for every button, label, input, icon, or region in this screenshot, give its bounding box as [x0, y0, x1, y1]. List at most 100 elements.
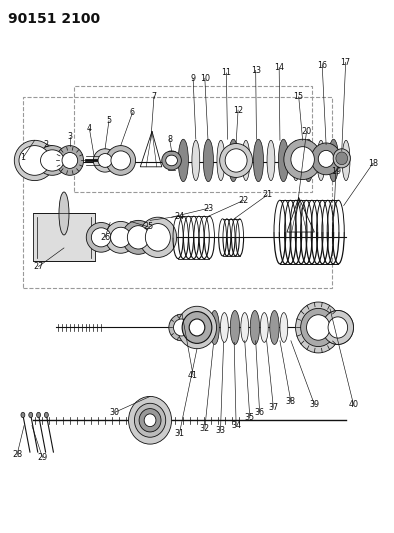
Ellipse shape	[37, 146, 68, 175]
Text: 35: 35	[245, 413, 255, 422]
Text: 26: 26	[100, 233, 110, 242]
Ellipse shape	[41, 150, 64, 171]
Text: 39: 39	[309, 400, 320, 409]
Text: 90151 2100: 90151 2100	[8, 12, 100, 26]
Text: 10: 10	[200, 74, 210, 83]
Ellipse shape	[270, 311, 279, 344]
Ellipse shape	[177, 306, 217, 349]
Ellipse shape	[93, 149, 117, 172]
Ellipse shape	[241, 313, 249, 342]
Ellipse shape	[122, 220, 155, 254]
Ellipse shape	[111, 151, 130, 170]
Text: 18: 18	[368, 159, 378, 167]
Ellipse shape	[210, 311, 219, 344]
Ellipse shape	[329, 139, 338, 182]
Text: 31: 31	[175, 429, 184, 438]
Text: 21: 21	[262, 190, 273, 199]
Text: 32: 32	[200, 424, 210, 433]
Ellipse shape	[280, 313, 288, 342]
Ellipse shape	[189, 319, 205, 336]
Ellipse shape	[56, 146, 84, 175]
Ellipse shape	[106, 146, 136, 175]
Text: 14: 14	[274, 63, 284, 72]
Circle shape	[29, 413, 33, 418]
Ellipse shape	[307, 315, 330, 340]
Ellipse shape	[185, 315, 209, 340]
Ellipse shape	[166, 155, 177, 166]
Ellipse shape	[135, 405, 165, 436]
Ellipse shape	[284, 139, 322, 180]
Ellipse shape	[230, 311, 240, 344]
Ellipse shape	[105, 221, 136, 253]
Ellipse shape	[301, 309, 336, 346]
Ellipse shape	[342, 140, 350, 181]
Circle shape	[21, 413, 25, 418]
Text: 28: 28	[12, 450, 22, 459]
Text: 19: 19	[331, 166, 341, 175]
Text: 38: 38	[286, 397, 296, 406]
Ellipse shape	[173, 319, 189, 336]
Ellipse shape	[228, 139, 238, 182]
Ellipse shape	[111, 227, 131, 247]
Bar	[74, 86, 312, 192]
Text: 2: 2	[44, 140, 49, 149]
Ellipse shape	[169, 314, 194, 341]
Ellipse shape	[178, 139, 188, 182]
Ellipse shape	[336, 152, 348, 165]
Text: 24: 24	[174, 212, 184, 221]
Ellipse shape	[267, 140, 275, 181]
Text: 33: 33	[216, 426, 225, 435]
Ellipse shape	[162, 151, 181, 170]
Text: 27: 27	[33, 262, 44, 271]
Ellipse shape	[225, 149, 247, 172]
Ellipse shape	[318, 150, 334, 167]
Text: 22: 22	[239, 196, 249, 205]
Ellipse shape	[328, 317, 348, 338]
Text: 36: 36	[255, 408, 265, 417]
Ellipse shape	[305, 313, 332, 342]
Ellipse shape	[127, 225, 149, 249]
Text: 5: 5	[106, 116, 112, 125]
Text: 37: 37	[268, 402, 278, 411]
Circle shape	[45, 413, 48, 418]
Ellipse shape	[182, 312, 212, 343]
Text: 29: 29	[37, 453, 48, 462]
Ellipse shape	[98, 154, 112, 167]
Ellipse shape	[311, 143, 341, 175]
Text: 7: 7	[151, 92, 156, 101]
Ellipse shape	[333, 149, 350, 168]
Ellipse shape	[192, 140, 200, 181]
Ellipse shape	[250, 311, 260, 344]
Ellipse shape	[145, 223, 170, 251]
Ellipse shape	[134, 403, 166, 437]
Text: 9: 9	[191, 74, 196, 83]
Text: 16: 16	[317, 61, 327, 69]
Bar	[23, 97, 332, 288]
Text: 8: 8	[167, 135, 172, 144]
Text: 1: 1	[20, 154, 25, 163]
Ellipse shape	[337, 153, 346, 164]
Text: 41: 41	[188, 370, 198, 379]
Ellipse shape	[128, 397, 171, 444]
Text: 15: 15	[294, 92, 304, 101]
Ellipse shape	[242, 140, 250, 181]
Text: 12: 12	[233, 106, 243, 115]
Text: 17: 17	[340, 58, 351, 67]
Ellipse shape	[62, 152, 78, 168]
Ellipse shape	[91, 228, 111, 247]
Ellipse shape	[221, 313, 228, 342]
Ellipse shape	[86, 222, 116, 252]
Circle shape	[37, 413, 41, 418]
Text: 23: 23	[204, 204, 214, 213]
Ellipse shape	[253, 139, 264, 182]
Ellipse shape	[292, 140, 300, 181]
Ellipse shape	[279, 139, 288, 182]
Text: 25: 25	[143, 222, 153, 231]
Ellipse shape	[317, 140, 325, 181]
FancyBboxPatch shape	[33, 214, 95, 261]
Text: 20: 20	[301, 127, 312, 136]
Ellipse shape	[260, 313, 268, 342]
Ellipse shape	[139, 217, 177, 257]
Ellipse shape	[220, 143, 253, 177]
Ellipse shape	[144, 414, 156, 426]
